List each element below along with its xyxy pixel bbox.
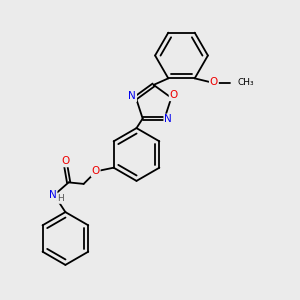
Text: CH₃: CH₃ (237, 78, 254, 87)
Text: O: O (61, 156, 69, 167)
Text: N: N (164, 114, 172, 124)
Text: O: O (169, 90, 178, 100)
Text: O: O (92, 166, 100, 176)
Text: N: N (128, 91, 136, 101)
Text: H: H (58, 194, 64, 203)
Text: N: N (49, 190, 57, 200)
Text: O: O (210, 77, 218, 87)
